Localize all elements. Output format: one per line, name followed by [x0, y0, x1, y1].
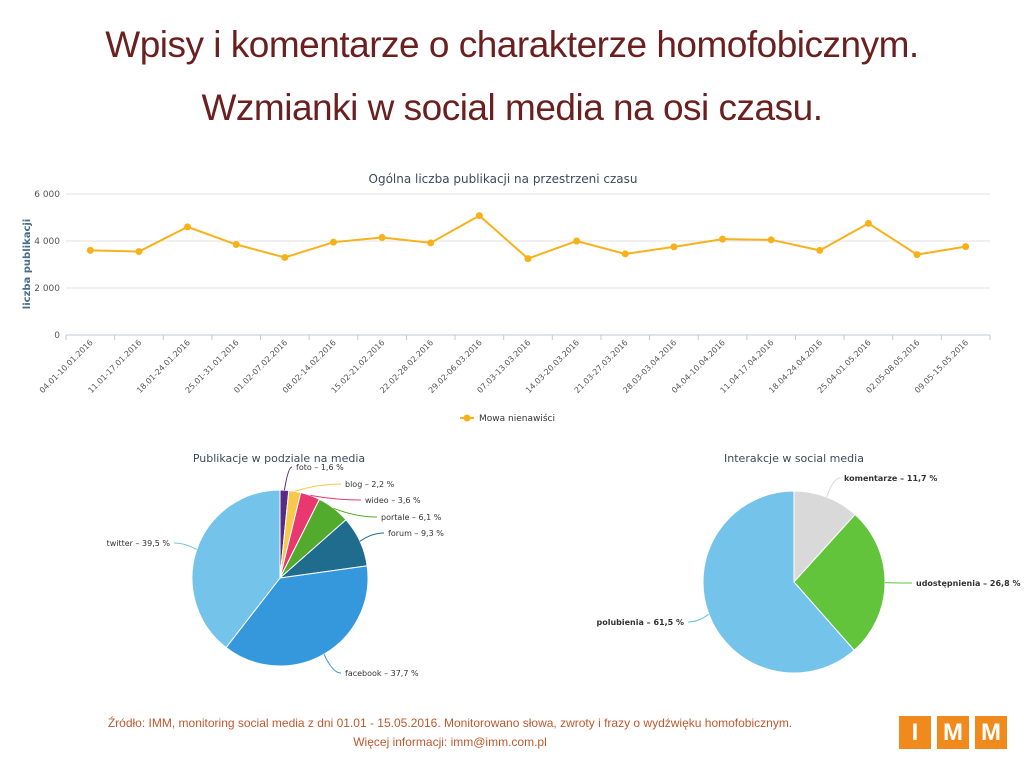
x-tick-label: 25.04-01.05.2016 — [816, 338, 873, 395]
x-tick-label: 15.02-21.02.2016 — [330, 338, 387, 395]
data-point — [427, 239, 435, 247]
data-point — [135, 248, 143, 256]
pie-slice — [225, 565, 369, 667]
pie-title: Interakcje w social media — [724, 452, 864, 465]
y-tick-label: 0 — [54, 331, 60, 341]
x-tick-label: 01.02-07.02.2016 — [232, 338, 289, 395]
label-connector — [359, 532, 385, 542]
data-point — [232, 241, 240, 249]
line-chart: Ogólna liczba publikacji na przestrzeni … — [22, 172, 991, 424]
x-tick-label: 04.01-10.01.2016 — [38, 338, 95, 395]
label-connector — [323, 653, 342, 674]
label-connector — [173, 542, 197, 550]
slice-label: twitter – 39,5 % — [107, 539, 171, 548]
data-point — [573, 237, 581, 245]
slice-label: portale – 6,1 % — [381, 513, 442, 522]
label-connector — [687, 613, 710, 623]
legend-label: Mowa nienawiści — [479, 413, 555, 424]
data-point — [621, 250, 629, 258]
data-point — [184, 223, 192, 231]
logo-letter: M — [975, 716, 1007, 749]
pie-title: Publikacje w podziale na media — [193, 452, 365, 465]
data-point — [524, 255, 532, 263]
label-connector — [826, 477, 841, 498]
data-point — [913, 251, 921, 259]
slice-label: wideo – 3,6 % — [365, 496, 421, 505]
y-tick-label: 2 000 — [34, 284, 60, 294]
footer-contact: Więcej informacji: imm@imm.com.pl — [353, 735, 547, 749]
x-tick-label: 21.03-27.03.2016 — [573, 338, 630, 395]
data-point — [719, 235, 727, 243]
data-point — [329, 238, 337, 246]
footer-source: Źródło: IMM, monitoring social media z d… — [107, 716, 793, 730]
x-tick-label: 11.01-17.01.2016 — [86, 338, 143, 395]
slice-label: komentarze – 11,7 % — [844, 474, 937, 483]
page-title-line2: Wzmianki w social media na osi czasu. — [201, 87, 824, 128]
slice-label: forum – 9,3 % — [388, 529, 444, 538]
y-tick-label: 6 000 — [34, 190, 60, 200]
imm-logo: I M M — [899, 716, 1007, 749]
pie-slice — [702, 490, 855, 674]
logo-letter: I — [899, 716, 931, 749]
x-tick-label: 07.03-13.03.2016 — [475, 338, 532, 395]
slice-label: blog – 2,2 % — [345, 480, 395, 489]
page-title-line1: Wpisy i komentarze o charakterze homofob… — [105, 24, 919, 65]
charts-canvas: Ogólna liczba publikacji na przestrzeni … — [22, 172, 1020, 678]
data-point — [281, 253, 289, 261]
legend-marker — [463, 414, 471, 422]
label-connector — [333, 507, 378, 518]
x-tick-label: 11.04-17.04.2016 — [719, 338, 776, 395]
x-tick-label: 02.05-08.05.2016 — [864, 338, 921, 395]
x-tick-label: 09.05-15.05.2016 — [913, 338, 970, 395]
x-tick-label: 18.04-24.04.2016 — [767, 338, 824, 395]
label-connector — [310, 494, 362, 501]
pie-slice — [793, 513, 886, 651]
x-tick-label: 04.04-10.04.2016 — [670, 338, 727, 395]
pie-chart-interactions: Interakcje w social media komentarze – 11… — [597, 452, 1020, 674]
x-tick-label: 18.01-24.01.2016 — [135, 338, 192, 395]
label-connector — [294, 483, 342, 492]
slice-label: foto – 1,6 % — [296, 463, 344, 472]
data-point — [864, 219, 872, 227]
logo-letter: M — [937, 716, 969, 749]
slice-label: facebook – 37,7 % — [345, 669, 419, 678]
slice-label: polubienia – 61,5 % — [597, 618, 685, 627]
chart-title: Ogólna liczba publikacji na przestrzeni … — [369, 172, 638, 186]
data-point — [475, 212, 483, 220]
x-tick-label: 08.02-14.02.2016 — [281, 338, 338, 395]
data-point — [86, 246, 94, 254]
y-tick-label: 4 000 — [34, 237, 60, 247]
data-point — [962, 243, 970, 251]
data-point — [670, 243, 678, 251]
x-tick-label: 28.03-03.04.2016 — [621, 338, 678, 395]
y-axis-label: liczba publikacji — [22, 219, 33, 309]
slice-label: udostępnienia – 26,8 % — [916, 579, 1020, 588]
x-tick-label: 25.01-31.01.2016 — [184, 338, 241, 395]
label-connector — [283, 466, 293, 491]
series-line — [90, 214, 966, 260]
x-tick-label: 22.02-28.02.2016 — [378, 338, 435, 395]
data-point — [816, 246, 824, 254]
x-tick-label: 29.02-06.03.2016 — [427, 338, 484, 395]
x-tick-label: 14.03-20.03.2016 — [524, 338, 581, 395]
data-point — [767, 236, 775, 244]
pie-slice — [793, 490, 856, 584]
data-point — [378, 233, 386, 241]
